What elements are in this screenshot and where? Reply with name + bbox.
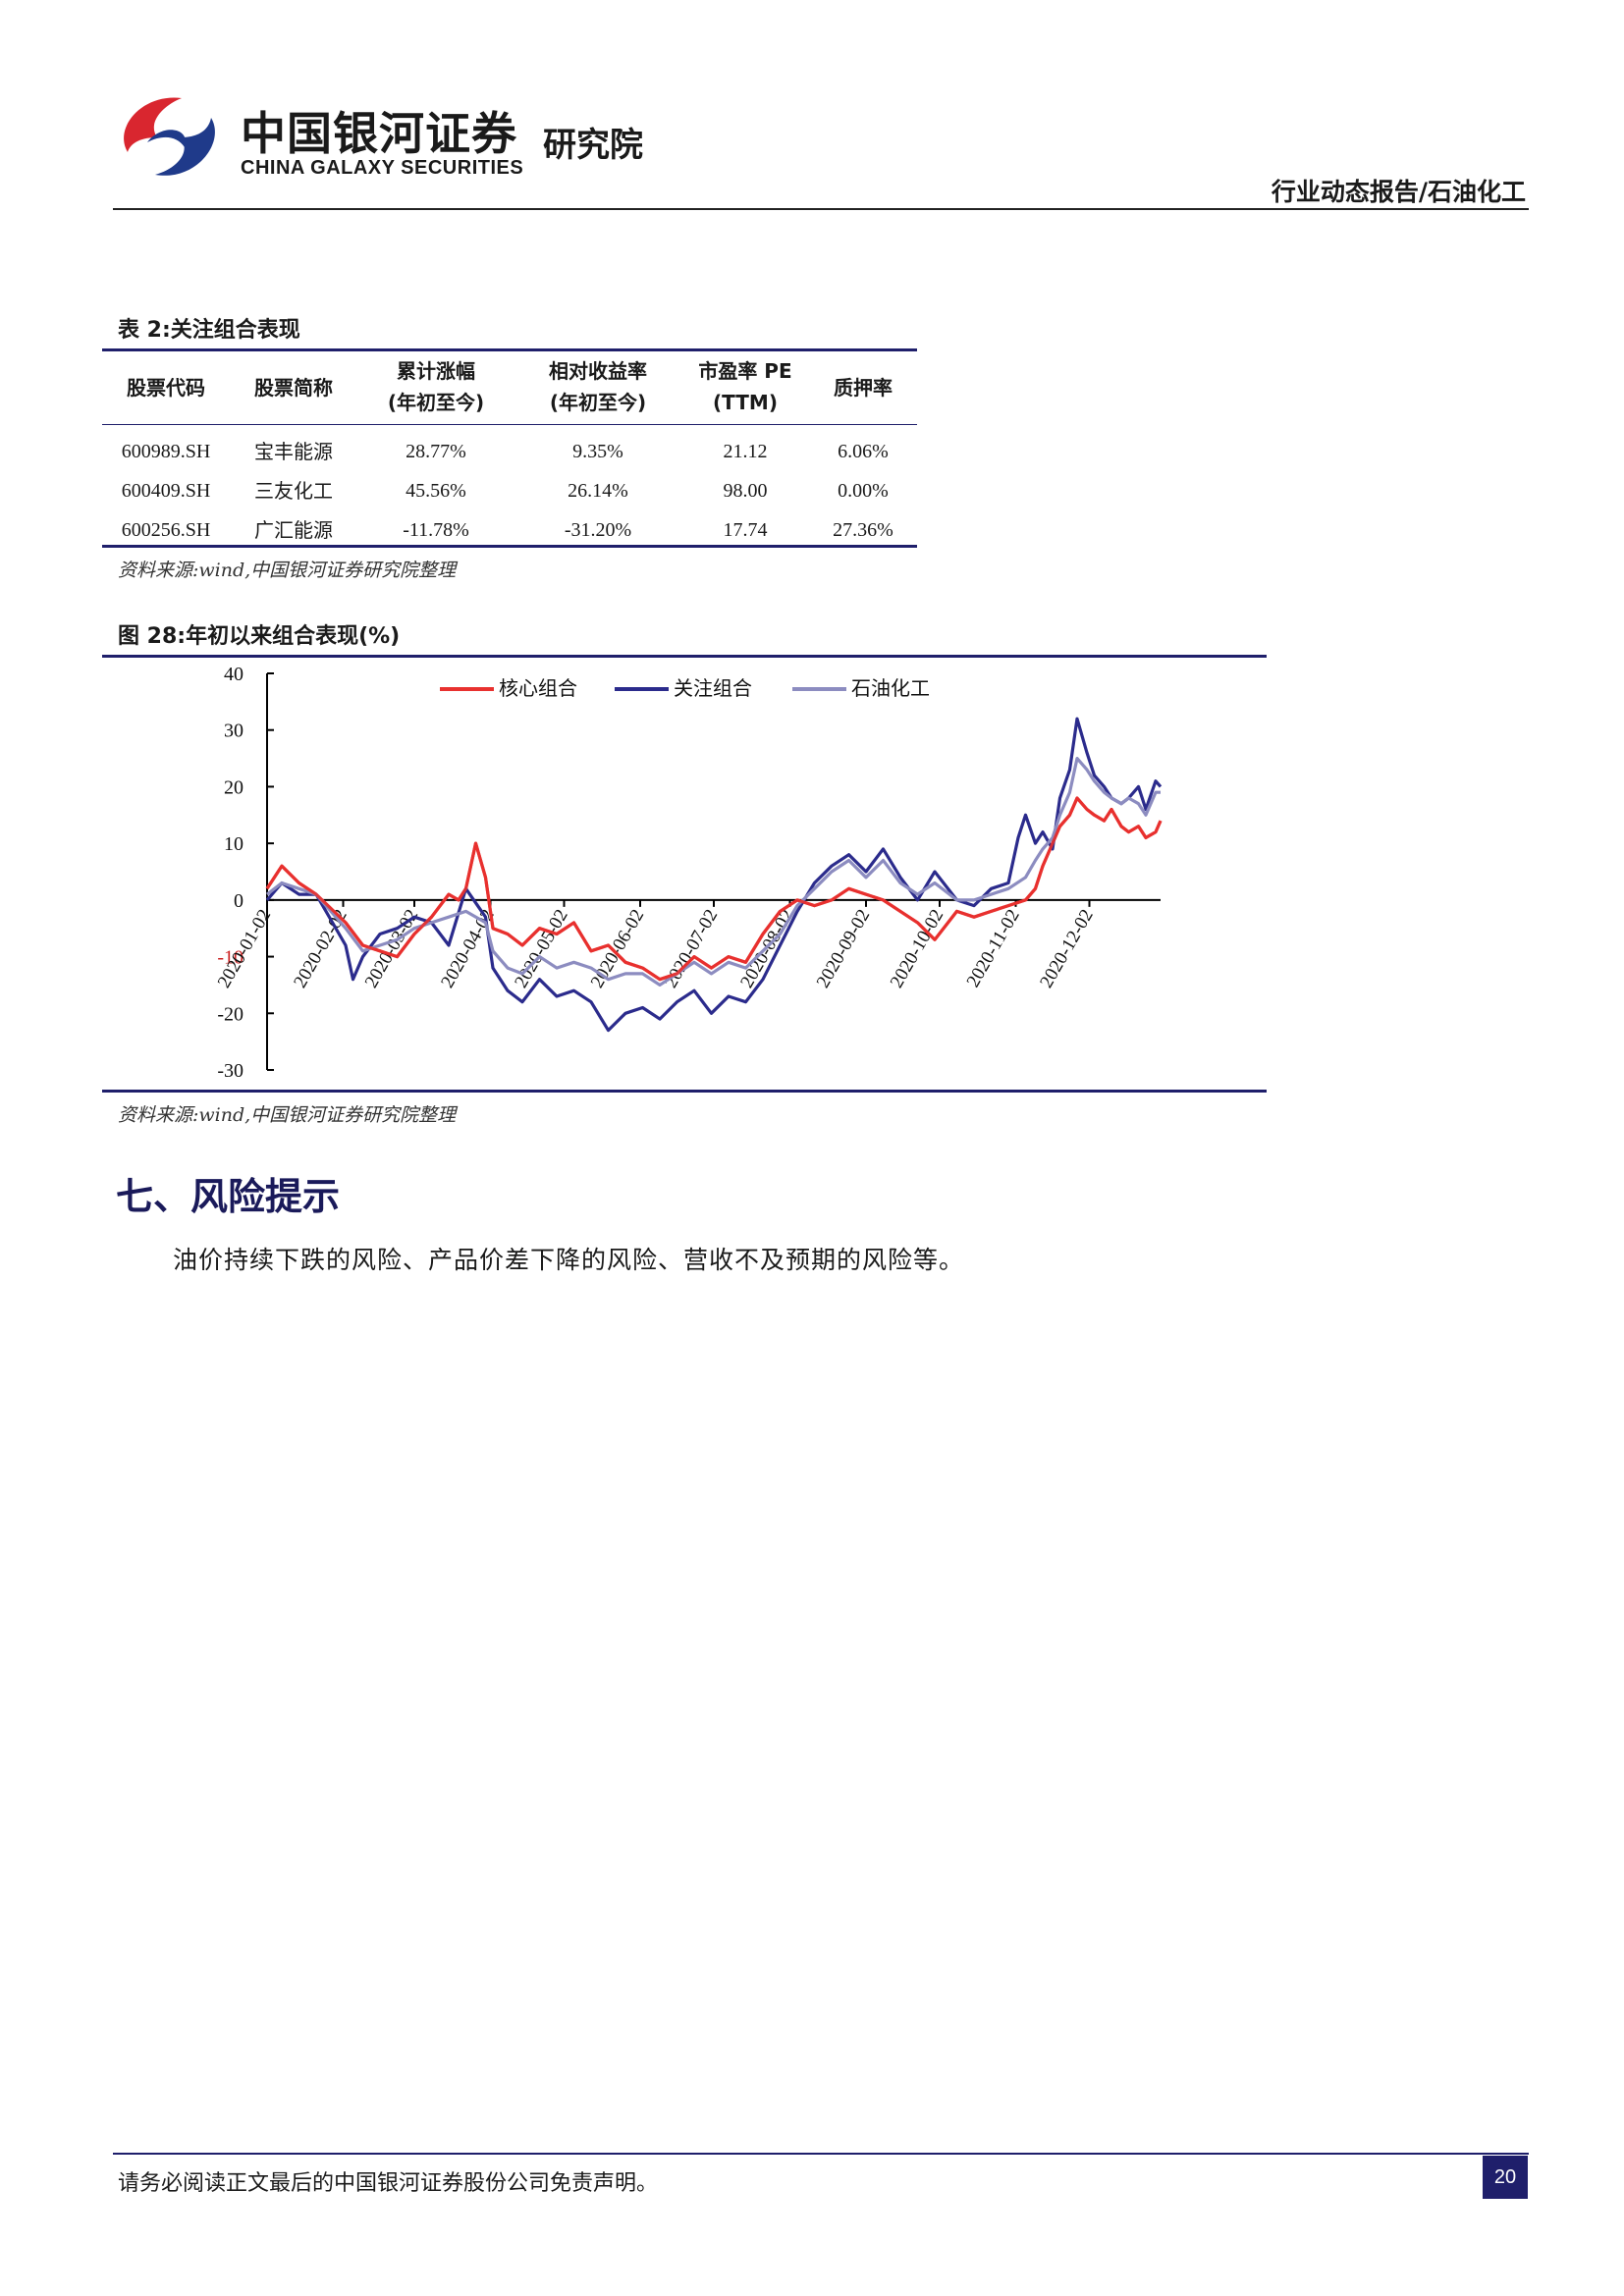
table-caption: 表 2:关注组合表现 <box>118 318 300 343</box>
table-header-cell: 股票代码 <box>127 376 205 400</box>
table-cell: 宝丰能源 <box>254 440 333 463</box>
footer-disclaimer: 请务必阅读正文最后的中国银河证券股份公司免责声明。 <box>118 2171 659 2196</box>
legend-label: 石油化工 <box>851 677 930 700</box>
figure-bottom-rule <box>102 1090 1267 1093</box>
series-line <box>265 796 1163 982</box>
figure-caption: 图 28:年初以来组合表现(%) <box>118 624 401 649</box>
table-cell: 27.36% <box>833 519 893 541</box>
table-row: 600256.SH 广汇能源 -11.78% -31.20% 17.74 27.… <box>102 510 917 550</box>
x-tick-label: 2020-05-02 <box>511 906 572 991</box>
table-cell: 0.00% <box>838 480 889 502</box>
x-tick-label: 2020-09-02 <box>813 906 875 991</box>
y-tick-label: -10 <box>217 947 244 969</box>
y-axis: 40 30 20 10 0 -10 -20 -30 <box>217 664 274 1082</box>
table-header-row: 股票代码 股票简称 累计涨幅 (年初至今) 相对收益率 (年初至今) 市盈率 P… <box>102 355 917 420</box>
legend-label: 核心组合 <box>499 677 577 700</box>
table-bottom-rule <box>102 545 917 548</box>
table-cell: 三友化工 <box>254 479 333 503</box>
table-cell: 98.00 <box>723 480 768 502</box>
x-tick-label: 2020-12-02 <box>1036 906 1098 991</box>
table-header-cell: 市盈率 PE (TTM) <box>698 359 792 414</box>
table-header-cell: 股票简称 <box>254 376 333 400</box>
table-top-rule <box>102 348 917 351</box>
table-cell: 21.12 <box>723 441 768 462</box>
logo-english-name: CHINA GALAXY SECURITIES <box>241 157 524 179</box>
table-cell: 9.35% <box>572 441 623 462</box>
table-row: 600989.SH 宝丰能源 28.77% 9.35% 21.12 6.06% <box>102 432 917 471</box>
y-tick-label: 40 <box>224 664 244 685</box>
table-row: 600409.SH 三友化工 45.56% 26.14% 98.00 0.00% <box>102 471 917 510</box>
table-cell: 600989.SH <box>121 441 211 462</box>
footer-divider <box>113 2153 1529 2155</box>
table-header-cell: 相对收益率 (年初至今) <box>549 359 647 414</box>
table-cell: 17.74 <box>723 519 768 541</box>
logo-chinese-name: 中国银河证券 <box>241 107 517 160</box>
y-tick-label: 10 <box>224 833 244 855</box>
series-line <box>266 756 1161 987</box>
legend-label: 关注组合 <box>674 677 752 700</box>
x-axis: 2020-01-02 2020-02-02 2020-03-02 2020-04-02… <box>214 898 1161 991</box>
table-cell: -11.78% <box>403 519 469 541</box>
table-cell: -31.20% <box>564 519 632 541</box>
section-body: 油价持续下跌的风险、产品价差下降的风险、营收不及预期的风险等。 <box>173 1246 965 1274</box>
table-cell: 广汇能源 <box>254 518 333 542</box>
y-tick-label: 0 <box>234 890 244 912</box>
chart-series <box>265 717 1163 1033</box>
table-cell: 600256.SH <box>121 519 211 541</box>
table-header-cell: 累计涨幅 (年初至今) <box>387 359 485 414</box>
report-type: 行业动态报告/石油化工 <box>1271 178 1526 206</box>
y-tick-label: -30 <box>217 1060 244 1082</box>
series-line <box>265 717 1163 1033</box>
section-title: 七、风险提示 <box>116 1175 341 1218</box>
table-cell: 26.14% <box>568 480 628 502</box>
galaxy-logo-icon <box>124 97 215 176</box>
figure-source: 资料来源:wind,中国银河证券研究院整理 <box>118 1104 457 1126</box>
logo-institute: 研究院 <box>543 126 643 165</box>
table-cell: 600409.SH <box>121 480 211 502</box>
table-cell: 6.06% <box>838 441 889 462</box>
chart-legend: 核心组合 关注组合 石油化工 <box>440 677 930 700</box>
x-tick-label: 2020-11-02 <box>963 906 1024 991</box>
table-header-rule <box>102 424 917 425</box>
y-tick-label: -20 <box>217 1003 244 1025</box>
table-cell: 28.77% <box>406 441 466 462</box>
table-source: 资料来源:wind,中国银河证券研究院整理 <box>118 560 457 581</box>
figure-top-rule <box>102 655 1267 658</box>
header-divider <box>113 208 1529 210</box>
x-tick-label: 2020-10-02 <box>887 906 948 991</box>
y-tick-label: 20 <box>224 776 244 798</box>
line-chart: 40 30 20 10 0 -10 -20 -30 2020-01-02 2020-02-02 2… <box>214 664 1163 1082</box>
y-tick-label: 30 <box>224 721 244 742</box>
page-number: 20 <box>1483 2156 1528 2199</box>
table-header-cell: 质押率 <box>834 376 893 400</box>
table-cell: 45.56% <box>406 480 466 502</box>
